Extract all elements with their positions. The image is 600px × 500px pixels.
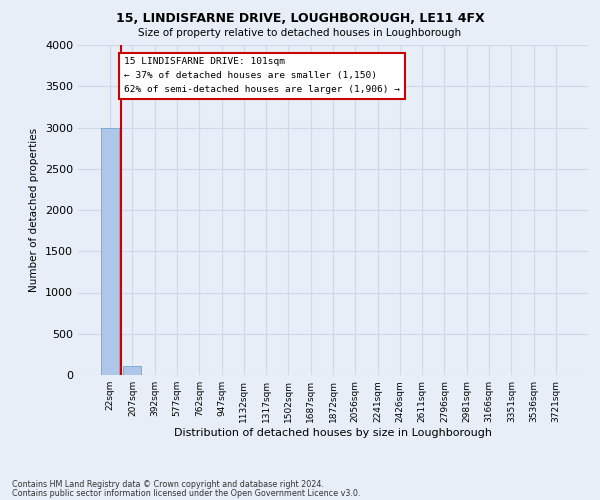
Text: 15 LINDISFARNE DRIVE: 101sqm
← 37% of detached houses are smaller (1,150)
62% of: 15 LINDISFARNE DRIVE: 101sqm ← 37% of de… <box>124 58 400 94</box>
Bar <box>101 128 119 375</box>
Text: Contains public sector information licensed under the Open Government Licence v3: Contains public sector information licen… <box>12 488 361 498</box>
X-axis label: Distribution of detached houses by size in Loughborough: Distribution of detached houses by size … <box>174 428 492 438</box>
Text: Size of property relative to detached houses in Loughborough: Size of property relative to detached ho… <box>139 28 461 38</box>
Text: 15, LINDISFARNE DRIVE, LOUGHBOROUGH, LE11 4FX: 15, LINDISFARNE DRIVE, LOUGHBOROUGH, LE1… <box>116 12 484 26</box>
Y-axis label: Number of detached properties: Number of detached properties <box>29 128 40 292</box>
Text: Contains HM Land Registry data © Crown copyright and database right 2024.: Contains HM Land Registry data © Crown c… <box>12 480 324 489</box>
Bar <box>124 366 142 375</box>
